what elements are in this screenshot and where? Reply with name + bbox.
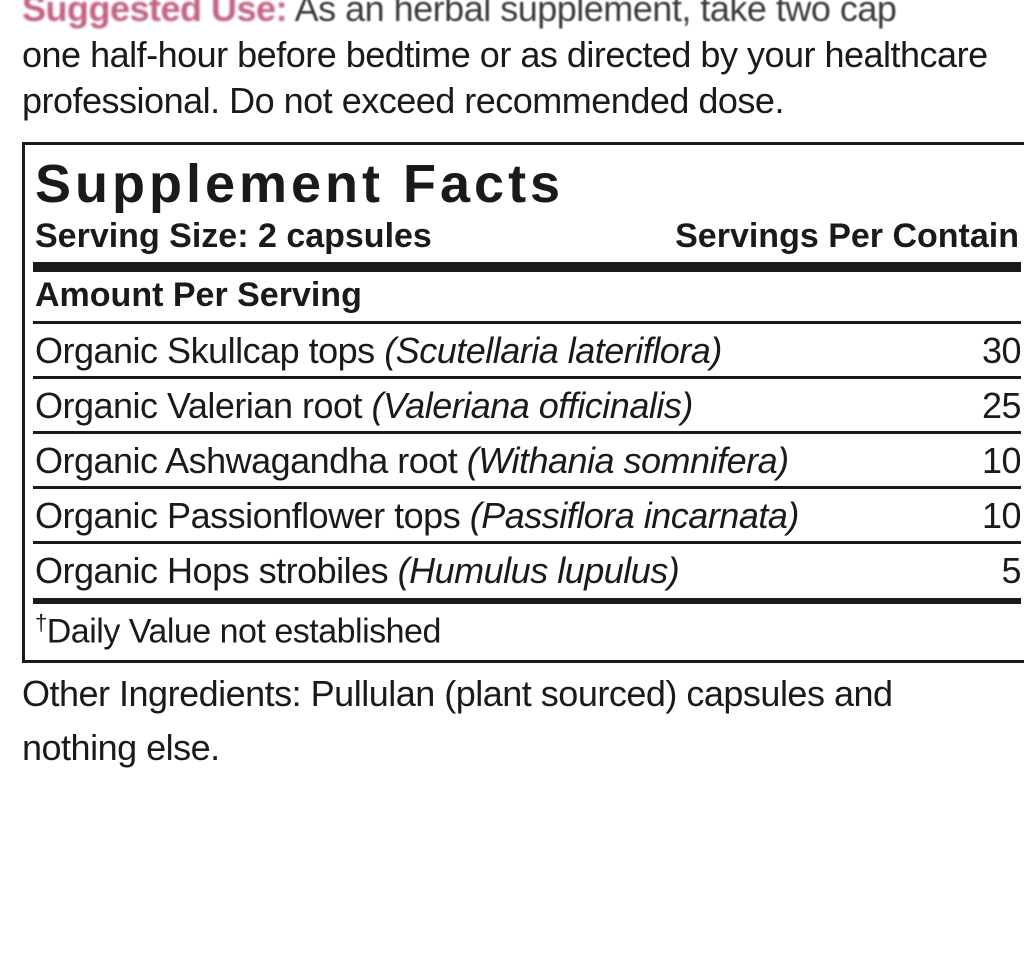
ingredient-row: Organic Passionflower tops (Passiflora i… [25, 489, 1024, 541]
suggested-use-lead: Suggested Use: [22, 0, 287, 29]
suggested-use-rest1: As an herbal supplement, take two cap [287, 0, 896, 29]
ingredient-row: Organic Valerian root (Valeriana officin… [25, 379, 1024, 431]
ingredient-row: Organic Ashwagandha root (Withania somni… [25, 434, 1024, 486]
ingredient-amount: 5 [981, 550, 1021, 592]
ingredient-amount: 10 [962, 495, 1021, 537]
amount-per-serving-header: Amount Per Serving [25, 272, 1024, 321]
ingredient-amount: 30 [962, 330, 1021, 372]
suggested-use-line1: Suggested Use: As an herbal supplement, … [22, 0, 1024, 32]
supplement-facts-box: Supplement Facts Serving Size: 2 capsule… [22, 142, 1024, 662]
ingredient-latin: (Passiflora incarnata) [470, 495, 799, 536]
ingredient-text: Organic Ashwagandha root (Withania somni… [35, 440, 789, 482]
ingredient-latin: (Withania somnifera) [467, 440, 789, 481]
supplement-facts-title: Supplement Facts [25, 153, 1024, 217]
ingredient-text: Organic Valerian root (Valeriana officin… [35, 385, 693, 427]
dagger-symbol: † [35, 610, 47, 635]
suggested-use-line3: professional. Do not exceed recommended … [22, 78, 1024, 124]
ingredient-latin: (Humulus lupulus) [398, 550, 680, 591]
ingredient-row: Organic Skullcap tops (Scutellaria later… [25, 324, 1024, 376]
suggested-use-line2: one half-hour before bedtime or as direc… [22, 32, 1024, 78]
ingredient-row: Organic Hops strobiles (Humulus lupulus)… [25, 544, 1024, 596]
ingredient-name: Organic Hops strobiles [35, 550, 398, 591]
dv-note-text: Daily Value not established [47, 613, 441, 651]
daily-value-note: †Daily Value not established [25, 604, 1024, 653]
ingredient-text: Organic Skullcap tops (Scutellaria later… [35, 330, 722, 372]
other-ingredients-line2: nothing else. [22, 717, 1024, 771]
ingredient-amount: 10 [962, 440, 1021, 482]
ingredient-latin: (Valeriana officinalis) [372, 385, 693, 426]
rule-thick-top [33, 262, 1021, 272]
ingredient-name: Organic Ashwagandha root [35, 440, 467, 481]
servings-per-container: Servings Per Contain [675, 217, 1019, 256]
ingredient-latin: (Scutellaria lateriflora) [384, 330, 722, 371]
serving-row: Serving Size: 2 capsules Servings Per Co… [25, 217, 1024, 262]
ingredient-text: Organic Passionflower tops (Passiflora i… [35, 495, 799, 537]
ingredient-name: Organic Passionflower tops [35, 495, 470, 536]
ingredient-name: Organic Valerian root [35, 385, 372, 426]
ingredient-amount: 25 [962, 385, 1021, 427]
label-page: Suggested Use: As an herbal supplement, … [0, 0, 1024, 771]
other-ingredients-line1: Other Ingredients: Pullulan (plant sourc… [22, 663, 1024, 717]
ingredient-text: Organic Hops strobiles (Humulus lupulus) [35, 550, 679, 592]
serving-size: Serving Size: 2 capsules [35, 217, 432, 256]
ingredient-name: Organic Skullcap tops [35, 330, 384, 371]
